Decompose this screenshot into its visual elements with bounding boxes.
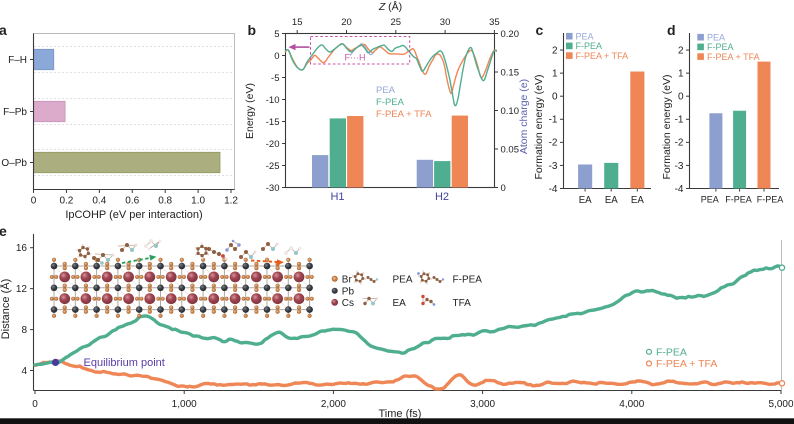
svg-text:a: a xyxy=(0,22,7,38)
svg-text:5: 5 xyxy=(274,29,279,40)
svg-text:Time (fs): Time (fs) xyxy=(379,408,422,420)
svg-text:b: b xyxy=(248,22,257,38)
svg-text:-2: -2 xyxy=(675,138,684,149)
svg-text:0: 0 xyxy=(552,92,558,103)
svg-text:-25: -25 xyxy=(266,161,280,172)
svg-text:F-PEA: F-PEA xyxy=(576,41,603,51)
svg-text:F–Pb: F–Pb xyxy=(3,107,27,118)
svg-text:5,000: 5,000 xyxy=(768,399,793,410)
svg-text:16: 16 xyxy=(16,243,28,254)
svg-text:0: 0 xyxy=(31,196,37,207)
svg-text:0.2: 0.2 xyxy=(59,196,73,207)
svg-text:H1: H1 xyxy=(330,191,344,203)
svg-text:TFA: TFA xyxy=(453,298,472,309)
svg-text:0: 0 xyxy=(501,183,506,194)
svg-text:-1: -1 xyxy=(549,115,558,126)
svg-text:EA: EA xyxy=(579,195,592,206)
svg-text:0.8: 0.8 xyxy=(158,196,172,207)
svg-text:25: 25 xyxy=(391,17,402,28)
svg-text:PEA: PEA xyxy=(576,31,594,41)
svg-text:0.20: 0.20 xyxy=(501,29,520,40)
svg-text:2,000: 2,000 xyxy=(321,399,346,410)
svg-text:Energy (eV): Energy (eV) xyxy=(244,83,256,139)
svg-text:Formation energy (eV): Formation energy (eV) xyxy=(661,74,673,179)
svg-text:35: 35 xyxy=(489,17,500,28)
svg-text:Atom charge (e): Atom charge (e) xyxy=(518,79,530,154)
svg-text:EA: EA xyxy=(393,298,407,309)
svg-text:F–H: F–H xyxy=(8,55,27,66)
svg-text:12: 12 xyxy=(16,284,28,295)
svg-text:-4: -4 xyxy=(549,184,558,195)
svg-text:-1: -1 xyxy=(675,115,684,126)
svg-text:2: 2 xyxy=(678,45,684,56)
svg-text:EA: EA xyxy=(605,195,618,206)
svg-text:1: 1 xyxy=(552,69,558,80)
svg-text:c: c xyxy=(536,22,544,38)
svg-text:0: 0 xyxy=(274,51,279,62)
svg-text:F-PEA: F-PEA xyxy=(656,346,687,358)
svg-text:-4: -4 xyxy=(675,184,684,195)
svg-text:Pb: Pb xyxy=(342,287,355,298)
svg-text:IpCOHP (eV per interaction): IpCOHP (eV per interaction) xyxy=(65,209,202,221)
svg-text:20: 20 xyxy=(341,17,352,28)
svg-text:PEA: PEA xyxy=(707,32,725,42)
svg-text:4,000: 4,000 xyxy=(619,399,644,410)
svg-text:0: 0 xyxy=(678,92,684,103)
svg-text:3,000: 3,000 xyxy=(470,399,495,410)
svg-text:1.2: 1.2 xyxy=(224,196,238,207)
svg-text:4: 4 xyxy=(21,366,27,377)
svg-text:0: 0 xyxy=(32,399,38,410)
svg-text:1,000: 1,000 xyxy=(172,399,197,410)
svg-text:1: 1 xyxy=(678,69,684,80)
svg-text:30: 30 xyxy=(440,17,451,28)
svg-text:2: 2 xyxy=(552,45,558,56)
svg-text:PEA: PEA xyxy=(701,195,719,205)
svg-text:F-PEA: F-PEA xyxy=(725,195,752,205)
svg-text:-3: -3 xyxy=(675,161,684,172)
svg-text:PEA: PEA xyxy=(393,274,413,285)
svg-text:8: 8 xyxy=(21,325,27,336)
svg-text:F-PEA: F-PEA xyxy=(376,97,405,108)
svg-text:H2: H2 xyxy=(435,191,449,203)
svg-text:EA: EA xyxy=(631,195,644,206)
svg-text:0.05: 0.05 xyxy=(501,144,520,155)
svg-text:O–Pb: O–Pb xyxy=(1,158,27,169)
svg-text:0.15: 0.15 xyxy=(501,67,520,78)
svg-text:F-PEA + TFA: F-PEA + TFA xyxy=(707,52,760,62)
svg-text:Formation energy (eV): Formation energy (eV) xyxy=(533,74,545,179)
svg-text:PEA: PEA xyxy=(376,85,396,96)
svg-text:F-PEA + TFA: F-PEA + TFA xyxy=(656,358,717,370)
svg-text:0.10: 0.10 xyxy=(501,106,520,117)
svg-text:-10: -10 xyxy=(266,95,280,106)
svg-text:F-PEA: F-PEA xyxy=(453,274,483,285)
svg-text:1.0: 1.0 xyxy=(191,196,205,207)
svg-text:d: d xyxy=(667,22,676,38)
svg-text:Equilibrium point: Equilibrium point xyxy=(84,357,165,369)
svg-text:F-PEA: F-PEA xyxy=(707,42,734,52)
svg-text:Z (Å): Z (Å) xyxy=(378,0,402,13)
svg-text:-15: -15 xyxy=(266,117,280,128)
svg-text:Distance (Å): Distance (Å) xyxy=(0,279,12,340)
svg-text:0.6: 0.6 xyxy=(125,196,139,207)
svg-text:F-PEA + TFA: F-PEA + TFA xyxy=(376,109,432,120)
svg-text:-3: -3 xyxy=(549,161,558,172)
svg-text:-20: -20 xyxy=(266,139,280,150)
svg-text:Cs: Cs xyxy=(342,298,354,309)
svg-text:-30: -30 xyxy=(266,183,280,194)
svg-text:15: 15 xyxy=(292,17,303,28)
svg-text:e: e xyxy=(0,223,7,239)
svg-text:F-PEA + TFA: F-PEA + TFA xyxy=(576,51,629,61)
svg-text:Br: Br xyxy=(342,275,353,286)
svg-text:-5: -5 xyxy=(271,73,279,84)
svg-text:F-PEA: F-PEA xyxy=(757,195,784,205)
svg-text:0.4: 0.4 xyxy=(92,196,106,207)
svg-text:-2: -2 xyxy=(549,138,558,149)
svg-text:F···H: F···H xyxy=(345,53,366,63)
